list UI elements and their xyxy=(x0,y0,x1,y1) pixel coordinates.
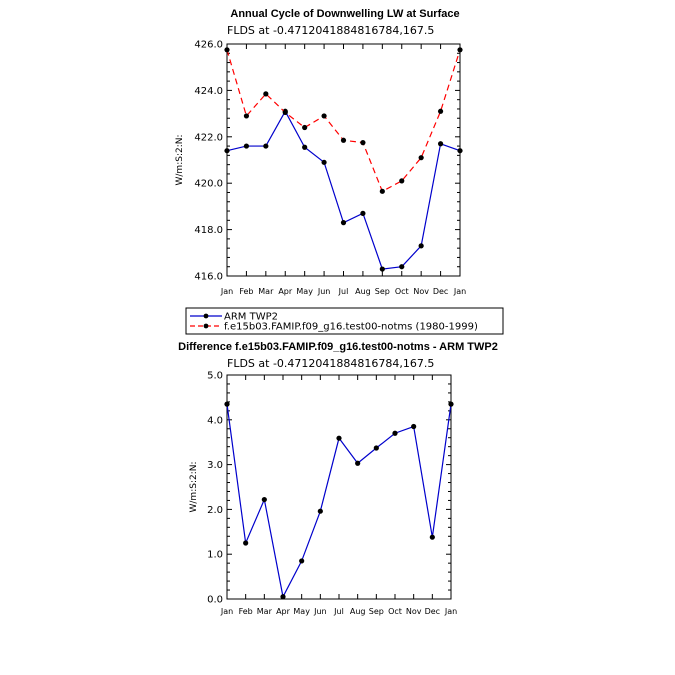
y-tick-label: 422.0 xyxy=(194,132,223,143)
data-point xyxy=(429,534,435,540)
data-point xyxy=(379,266,385,272)
x-tick-label: Jan xyxy=(220,607,233,616)
data-point xyxy=(243,540,249,546)
y-axis-label: W/m:S:2:N: xyxy=(189,462,199,513)
data-point xyxy=(321,113,327,119)
x-tick-label: Jan xyxy=(220,287,233,296)
data-point xyxy=(336,435,342,441)
legend-box xyxy=(185,307,504,335)
legend-label: f.e15b03.FAMIP.f09_g16.test00-notms (198… xyxy=(224,322,478,333)
y-tick-label: 5.0 xyxy=(207,371,223,382)
series-line xyxy=(226,110,461,270)
data-point xyxy=(224,401,230,407)
data-point xyxy=(261,496,267,503)
data-point xyxy=(280,594,286,600)
x-tick-label: May xyxy=(293,607,310,616)
data-point xyxy=(282,109,288,116)
series-line xyxy=(226,404,452,599)
data-point xyxy=(224,47,230,53)
legend-marker xyxy=(203,313,209,319)
series-1 xyxy=(224,401,454,600)
data-point xyxy=(321,159,327,165)
y-tick-label: 0.0 xyxy=(207,595,223,606)
x-tick-label: Jun xyxy=(317,287,331,296)
x-tick-label: Feb xyxy=(239,287,253,296)
x-tick-label: Jan xyxy=(453,287,466,296)
data-point xyxy=(263,91,269,97)
x-tick-label: Dec xyxy=(425,607,440,616)
y-tick-label: 1.0 xyxy=(207,550,223,561)
data-point xyxy=(418,243,424,249)
x-tick-label: Oct xyxy=(388,607,402,616)
x-tick-label: Nov xyxy=(406,607,422,616)
data-point xyxy=(340,220,347,226)
x-tick-label: Jul xyxy=(333,607,344,616)
data-point xyxy=(224,148,230,154)
chart-subtitle: FLDS at -0.4712041884816784,167.5 xyxy=(227,357,434,370)
chart-title: Difference f.e15b03.FAMIP.f09_g16.test00… xyxy=(178,341,498,353)
y-tick-label: 416.0 xyxy=(194,272,223,283)
y-tick-label: 2.0 xyxy=(207,505,223,516)
data-point xyxy=(355,460,361,466)
data-point xyxy=(302,144,308,150)
x-tick-label: Oct xyxy=(395,287,409,296)
y-tick-label: 426.0 xyxy=(194,40,223,51)
y-tick-label: 4.0 xyxy=(207,415,223,426)
data-point xyxy=(457,148,463,154)
chart-1: Annual Cycle of Downwelling LW at Surfac… xyxy=(175,8,504,335)
series-2 xyxy=(224,47,463,194)
x-tick-label: Jul xyxy=(338,287,349,296)
data-point xyxy=(263,143,269,149)
data-point xyxy=(302,124,308,131)
data-point xyxy=(243,143,250,149)
x-tick-label: Apr xyxy=(276,607,291,616)
chart-title: Annual Cycle of Downwelling LW at Surfac… xyxy=(230,8,459,20)
data-point xyxy=(299,558,305,564)
data-point xyxy=(392,430,398,436)
data-point xyxy=(360,210,366,216)
y-tick-label: 418.0 xyxy=(194,225,223,236)
x-tick-label: Aug xyxy=(355,287,371,296)
x-tick-label: Sep xyxy=(375,287,390,296)
chart-subtitle: FLDS at -0.4712041884816784,167.5 xyxy=(227,24,434,37)
x-tick-label: Aug xyxy=(350,607,366,616)
x-tick-label: Mar xyxy=(257,607,273,616)
y-tick-label: 420.0 xyxy=(194,179,223,190)
data-point xyxy=(437,108,444,114)
data-point xyxy=(448,401,454,407)
x-tick-label: Nov xyxy=(413,287,429,296)
x-tick-label: Mar xyxy=(258,287,274,296)
data-point xyxy=(317,508,323,514)
data-point xyxy=(340,137,347,143)
y-tick-label: 3.0 xyxy=(207,460,223,471)
data-point xyxy=(437,141,444,147)
data-point xyxy=(243,113,250,119)
data-point xyxy=(418,155,424,161)
x-tick-label: Sep xyxy=(369,607,384,616)
data-point xyxy=(379,188,385,194)
y-axis-label: W/m:S:2:N: xyxy=(175,135,185,186)
chart-2: Difference f.e15b03.FAMIP.f09_g16.test00… xyxy=(178,341,498,616)
data-point xyxy=(373,445,379,451)
data-point xyxy=(360,140,366,146)
x-tick-label: Jun xyxy=(313,607,327,616)
plot-frame xyxy=(226,374,452,600)
series-1 xyxy=(224,108,463,272)
data-point xyxy=(399,264,405,270)
legend-label: ARM TWP2 xyxy=(224,312,278,323)
legend: ARM TWP2f.e15b03.FAMIP.f09_g16.test00-no… xyxy=(185,307,504,335)
y-tick-label: 424.0 xyxy=(194,86,223,97)
data-point xyxy=(457,47,463,53)
x-tick-label: Dec xyxy=(433,287,448,296)
plot-frame xyxy=(226,43,461,277)
x-tick-label: Jan xyxy=(444,607,457,616)
legend-marker xyxy=(203,323,209,329)
series-line xyxy=(226,49,461,193)
x-tick-label: Apr xyxy=(278,287,293,296)
x-tick-label: Feb xyxy=(239,607,253,616)
data-point xyxy=(411,423,417,430)
data-point xyxy=(399,178,405,184)
x-tick-label: May xyxy=(296,287,313,296)
